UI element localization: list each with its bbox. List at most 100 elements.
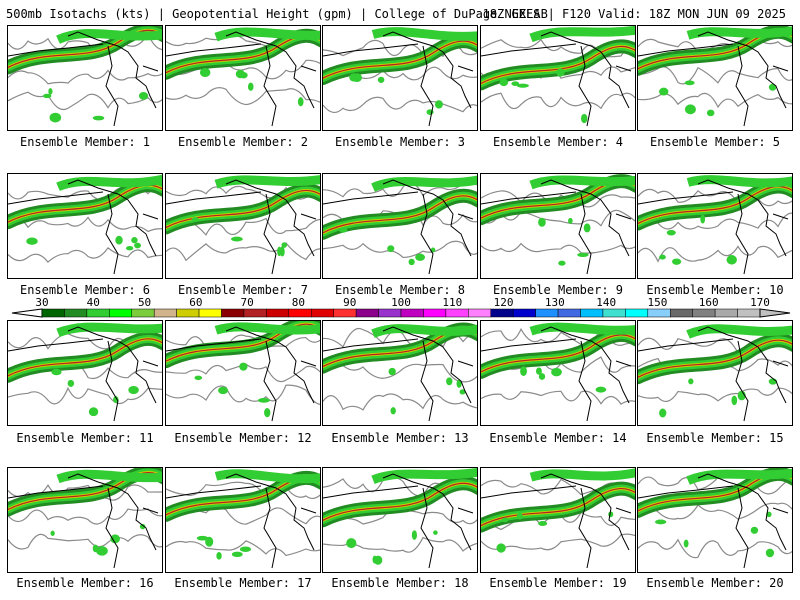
colorbar-swatch <box>198 308 222 318</box>
colorbar-swatch <box>86 308 110 318</box>
height-contour <box>8 247 162 263</box>
isotach-band <box>56 322 162 338</box>
isotach-cell <box>415 253 426 261</box>
colorbar-tick-label: 150 <box>647 296 668 309</box>
colorbar-swatch <box>311 308 334 318</box>
isotach-cell <box>726 255 737 265</box>
colorbar-tick-label: 70 <box>240 296 254 309</box>
height-contour <box>638 538 792 559</box>
isotach-cell <box>199 67 211 78</box>
isotach-cell <box>126 246 134 251</box>
ensemble-map-16 <box>7 467 163 573</box>
height-contour <box>638 92 792 109</box>
colorbar-swatch <box>670 308 693 318</box>
coastline <box>638 326 789 422</box>
isotach-cell <box>580 113 588 124</box>
isotach-band <box>8 338 162 377</box>
ensemble-member-label: Ensemble Member: 12 <box>174 431 312 445</box>
isotach-cell <box>568 217 573 224</box>
height-contour <box>323 240 477 259</box>
isotach-cell <box>535 367 542 375</box>
isotach-cell <box>205 536 214 547</box>
isotach-cell <box>731 395 738 406</box>
isotach-cell <box>239 362 248 371</box>
isotach-cell <box>659 254 666 260</box>
isotach-band <box>529 322 635 336</box>
isotach-band <box>529 175 635 190</box>
isotach-cell <box>658 87 669 96</box>
isotach-cell <box>672 258 682 265</box>
ensemble-member-label: Ensemble Member: 1 <box>19 135 151 149</box>
height-contour <box>638 188 792 207</box>
coastline <box>166 179 317 275</box>
height-contour <box>638 212 792 230</box>
isotach-band <box>214 322 320 335</box>
colorbar-swatch <box>288 308 312 318</box>
ensemble-map-1 <box>7 25 163 131</box>
height-contour <box>481 327 635 347</box>
coastline <box>166 473 317 569</box>
isotach-band <box>686 26 792 40</box>
colorbar-svg <box>11 308 791 318</box>
colorbar-tick-label: 80 <box>291 296 306 309</box>
colorbar-tick-label: 110 <box>442 296 463 309</box>
ensemble-member-label: Ensemble Member: 20 <box>646 576 784 590</box>
colorbar-swatch <box>109 308 132 318</box>
isotach-cell <box>706 109 715 117</box>
isotach-band <box>481 45 635 84</box>
colorbar-swatch <box>243 308 267 318</box>
isotach-cell <box>88 407 99 417</box>
height-contour <box>8 91 162 111</box>
coastline <box>323 31 474 127</box>
isotach-cell <box>538 217 546 227</box>
isotach-cell <box>750 526 759 534</box>
colorbar-tick-label: 120 <box>493 296 514 309</box>
map-title-right: 18Z GEFS | F120 Valid: 18Z MON JUN 09 20… <box>482 7 786 21</box>
isotach-cell <box>96 546 108 556</box>
isotach-cell <box>372 555 378 564</box>
colorbar-swatch <box>400 308 424 318</box>
isotach-cell <box>131 237 138 244</box>
isotach-cell <box>520 366 527 377</box>
isotach-cell <box>92 115 105 121</box>
isotach-band <box>56 469 162 484</box>
isotach-cell <box>281 242 287 248</box>
height-contour <box>481 533 635 551</box>
map-graphic <box>166 321 320 422</box>
map-graphic <box>166 175 320 275</box>
isotach-cell <box>516 83 529 88</box>
height-contour <box>166 242 320 262</box>
isotach-cell <box>387 245 395 253</box>
map-title-left: 500mb Isotachs (kts) | Geopotential Heig… <box>6 7 548 21</box>
height-contour <box>166 384 320 405</box>
isotach-cell <box>655 519 667 525</box>
isotach-cell <box>110 534 121 544</box>
isotach-cell <box>113 396 119 403</box>
colorbar-swatch <box>535 308 559 318</box>
coastline <box>8 326 159 422</box>
isotach-cell <box>408 258 415 266</box>
height-contour <box>323 393 477 411</box>
isotach-cell <box>196 535 209 541</box>
height-contour <box>8 533 162 550</box>
colorbar-tick-label: 170 <box>750 296 770 309</box>
coastline <box>166 31 317 127</box>
height-contour <box>481 390 635 405</box>
isotach-band <box>638 339 792 378</box>
height-contour <box>166 59 320 80</box>
height-contour <box>638 502 792 520</box>
map-graphic <box>323 27 477 127</box>
isotach-cell <box>388 367 396 376</box>
height-contour <box>323 96 477 113</box>
isotach-cell <box>700 214 706 224</box>
ensemble-map-20 <box>637 467 793 573</box>
ensemble-member-label: Ensemble Member: 9 <box>492 283 624 297</box>
height-contour <box>481 209 635 227</box>
ensemble-map-15 <box>637 320 793 426</box>
coastline <box>481 31 632 127</box>
isotach-cell <box>558 260 566 266</box>
isotach-band <box>214 27 320 42</box>
map-graphic <box>8 322 162 422</box>
ensemble-member-label: Ensemble Member: 17 <box>174 576 312 590</box>
coastline <box>323 179 474 275</box>
